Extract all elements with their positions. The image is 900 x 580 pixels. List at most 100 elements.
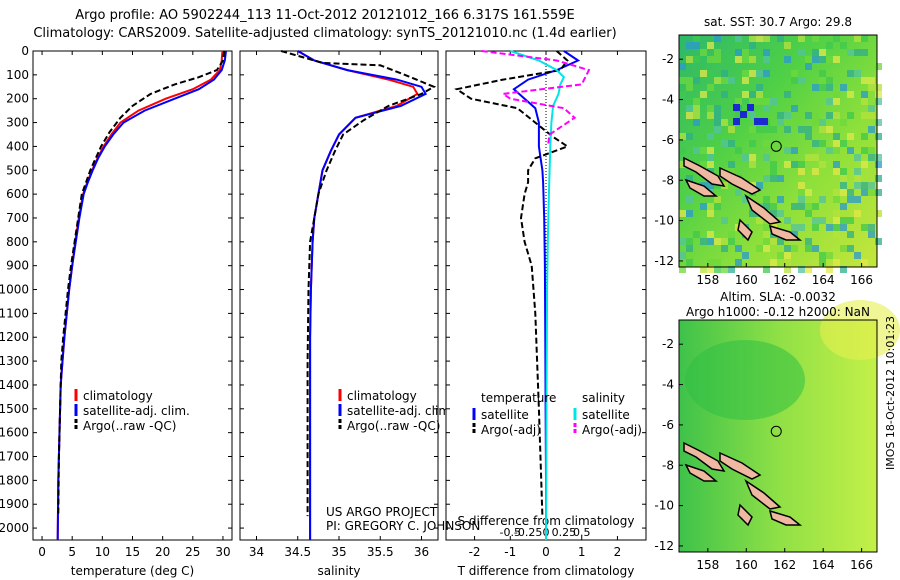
sst-cell xyxy=(812,105,819,112)
y-tick-label: 1100 xyxy=(0,306,29,320)
sst-cell xyxy=(770,210,777,217)
x2-tick-label: -0.25 xyxy=(514,526,542,539)
sst-cell xyxy=(714,266,721,273)
legend-label: climatology xyxy=(83,389,153,403)
sst-cell xyxy=(707,84,714,91)
sst-cell xyxy=(742,154,749,161)
sst-cell xyxy=(693,77,700,84)
map-x-tick-label: 162 xyxy=(773,273,796,287)
sst-cell xyxy=(707,112,714,119)
sst-cell xyxy=(875,133,882,140)
sst-cell xyxy=(707,70,714,77)
sst-cell xyxy=(812,84,819,91)
map-y-tick-label: -10 xyxy=(654,499,674,513)
sst-cell xyxy=(805,210,812,217)
sst-cell xyxy=(742,196,749,203)
sst-cold-cell xyxy=(733,104,740,111)
sst-cell xyxy=(721,238,728,245)
sst-cell xyxy=(763,266,770,273)
sst-cell xyxy=(756,70,763,77)
sst-cell xyxy=(714,77,721,84)
series-line xyxy=(481,50,591,147)
sst-cell xyxy=(686,252,693,259)
sst-cell xyxy=(742,98,749,105)
sst-cell xyxy=(686,133,693,140)
series-line xyxy=(280,50,437,517)
sst-cell xyxy=(791,224,798,231)
legend-label: Argo(-adj) xyxy=(481,423,541,437)
sst-cell xyxy=(798,77,805,84)
sst-cell xyxy=(770,126,777,133)
sst-cell xyxy=(749,112,756,119)
sst-cell xyxy=(749,210,756,217)
sst-cell xyxy=(861,112,868,119)
sst-cell xyxy=(756,126,763,133)
sst-cell xyxy=(791,147,798,154)
y-tick-label: 600 xyxy=(6,187,29,201)
sst-cell xyxy=(686,105,693,112)
sst-cell xyxy=(812,119,819,126)
sst-cell xyxy=(784,42,791,49)
sst-cell xyxy=(714,35,721,42)
series-line xyxy=(512,50,581,540)
sst-cell xyxy=(805,133,812,140)
sst-cell xyxy=(861,77,868,84)
sst-cell xyxy=(819,56,826,63)
sst-cell xyxy=(826,42,833,49)
pi-label: PI: GREGORY C. JOHNSON xyxy=(326,519,480,533)
map-x-tick-label: 160 xyxy=(735,558,758,572)
sst-cell xyxy=(819,126,826,133)
sst-cell xyxy=(707,182,714,189)
sst-cell xyxy=(700,49,707,56)
sst-cell xyxy=(812,35,819,42)
sst-cell xyxy=(714,119,721,126)
sst-cell xyxy=(805,126,812,133)
sst-cell xyxy=(784,266,791,273)
sst-cell xyxy=(861,98,868,105)
y-tick-label: 800 xyxy=(6,235,29,249)
x-tick-label: 36 xyxy=(414,545,429,559)
x-axis-label: salinity xyxy=(317,564,360,578)
sst-cell xyxy=(714,196,721,203)
sst-cell xyxy=(686,210,693,217)
sst-cell xyxy=(679,63,686,70)
sst-cell xyxy=(700,203,707,210)
imos-stamp: IMOS 18-Oct-2012 10:01:23 xyxy=(884,315,897,470)
sst-cell xyxy=(854,49,861,56)
map-x-tick-label: 160 xyxy=(735,273,758,287)
y-tick-label: 100 xyxy=(6,68,29,82)
sst-cell xyxy=(728,56,735,63)
y-tick-label: 1800 xyxy=(0,473,29,487)
sst-cell xyxy=(714,56,721,63)
sst-cell xyxy=(833,210,840,217)
x-tick-label: 0 xyxy=(38,545,46,559)
sst-cell xyxy=(700,98,707,105)
sst-cell xyxy=(763,231,770,238)
sst-cold-cell xyxy=(761,118,768,125)
sst-cell xyxy=(840,119,847,126)
sst-cell xyxy=(812,56,819,63)
x-axis-label: temperature (deg C) xyxy=(71,564,194,578)
sst-cell xyxy=(700,266,707,273)
sst-cell xyxy=(784,147,791,154)
island-outline xyxy=(768,224,803,241)
sst-cell xyxy=(840,42,847,49)
sst-cell xyxy=(812,203,819,210)
sst-cell xyxy=(833,168,840,175)
x-tick-label: 5 xyxy=(68,545,76,559)
sst-cell xyxy=(749,98,756,105)
sst-cell xyxy=(770,98,777,105)
sst-cell xyxy=(854,252,861,259)
sst-cell xyxy=(707,231,714,238)
x-tick-label: 30 xyxy=(215,545,230,559)
sst-cell xyxy=(798,203,805,210)
sst-cell xyxy=(721,77,728,84)
sst-cell xyxy=(861,161,868,168)
sst-cell xyxy=(819,252,826,259)
sst-cell xyxy=(763,98,770,105)
sst-cell xyxy=(693,112,700,119)
sst-cell xyxy=(826,147,833,154)
sst-cell xyxy=(798,49,805,56)
sst-cell xyxy=(763,238,770,245)
sst-cell xyxy=(812,217,819,224)
